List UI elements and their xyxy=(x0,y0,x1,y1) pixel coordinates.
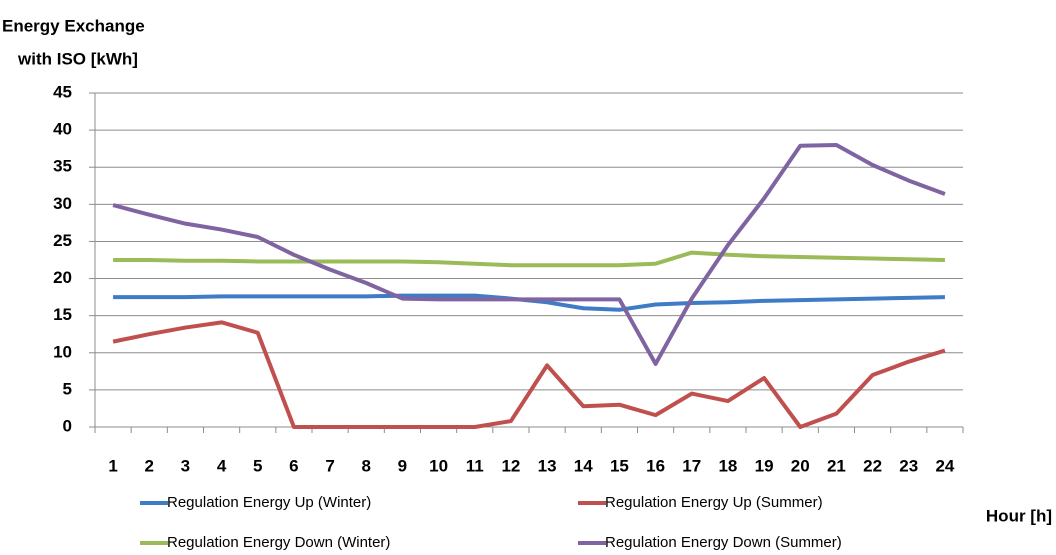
legend-label: Regulation Energy Up (Winter) xyxy=(167,494,371,511)
y-axis-label: Energy Exchange xyxy=(2,16,145,35)
y-tick-label: 30 xyxy=(53,194,72,213)
x-tick-label: 6 xyxy=(289,456,298,475)
x-tick-label: 14 xyxy=(574,456,593,475)
x-tick-label: 1 xyxy=(108,456,117,475)
y-tick-label: 20 xyxy=(53,268,72,287)
series-line xyxy=(113,250,945,268)
x-tick-label: 15 xyxy=(610,456,629,475)
y-tick-label: 25 xyxy=(53,231,72,250)
x-tick-label: 24 xyxy=(935,456,954,475)
x-tick-label: 11 xyxy=(466,456,484,475)
x-tick-label: 5 xyxy=(253,456,262,475)
y-tick-label: 35 xyxy=(53,157,72,176)
legend-label: Regulation Energy Up (Summer) xyxy=(605,494,823,511)
x-tick-label: 10 xyxy=(429,456,448,475)
x-tick-label: 23 xyxy=(899,456,918,475)
x-tick-label: 18 xyxy=(718,456,737,475)
x-tick-label: 19 xyxy=(755,456,774,475)
legend-label: Regulation Energy Down (Summer) xyxy=(605,534,842,551)
x-tick-label: 16 xyxy=(646,456,665,475)
y-tick-label: 10 xyxy=(53,342,72,361)
x-tick-label: 12 xyxy=(501,456,520,475)
x-tick-label: 8 xyxy=(362,456,371,475)
x-tick-label: 7 xyxy=(325,456,334,475)
x-tick-label: 2 xyxy=(145,456,154,475)
x-tick-label: 22 xyxy=(863,456,882,475)
x-tick-label: 9 xyxy=(398,456,407,475)
x-tick-label: 17 xyxy=(682,456,701,475)
x-tick-label: 20 xyxy=(791,456,810,475)
y-tick-label: 40 xyxy=(53,120,72,139)
y-tick-label: 15 xyxy=(53,305,72,324)
series-line xyxy=(112,142,946,366)
y-tick-label: 45 xyxy=(53,82,72,101)
series-line xyxy=(112,320,946,429)
y-tick-label: 0 xyxy=(63,416,72,435)
y-tick-label: 5 xyxy=(63,379,72,398)
y-axis-label: with ISO [kWh] xyxy=(17,49,138,68)
x-tick-label: 21 xyxy=(827,456,846,475)
x-tick-label: 13 xyxy=(538,456,557,475)
x-axis-label: Hour [h] xyxy=(986,506,1052,525)
legend-label: Regulation Energy Down (Winter) xyxy=(167,534,390,551)
x-tick-label: 3 xyxy=(181,456,190,475)
x-tick-label: 4 xyxy=(217,456,227,475)
